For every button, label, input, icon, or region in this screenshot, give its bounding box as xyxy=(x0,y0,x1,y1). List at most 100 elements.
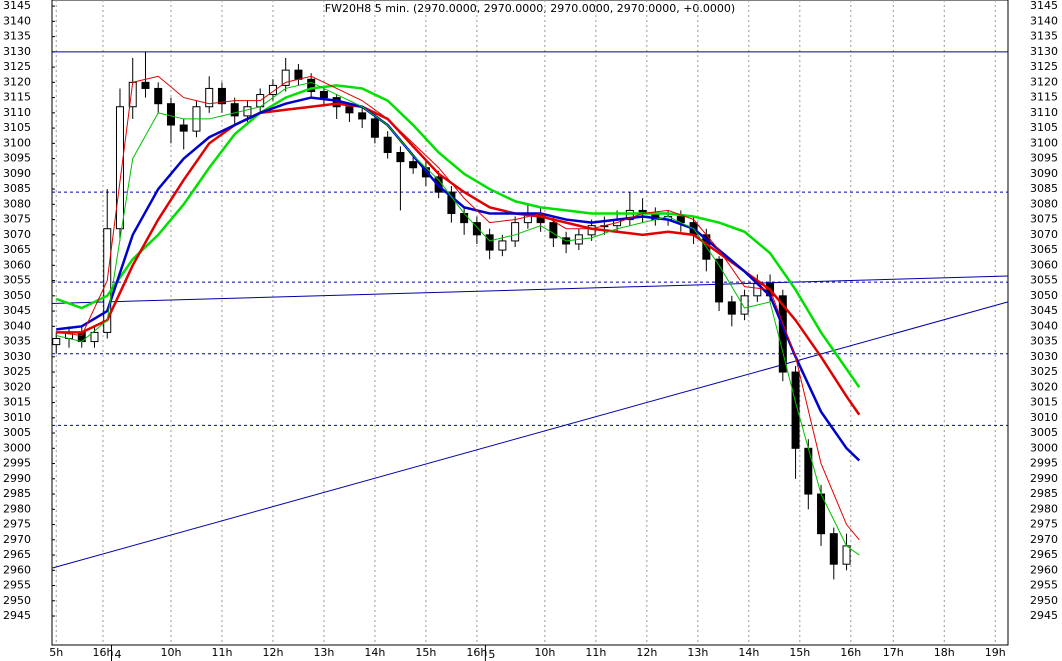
candle-body xyxy=(319,90,328,99)
chart-title: FW20H8 5 min. (2970.0000, 2970.0000, 297… xyxy=(325,2,735,15)
x-tick-label: 5h xyxy=(49,646,63,659)
y-tick-label: 3085 xyxy=(3,182,31,195)
candle-body xyxy=(727,301,736,315)
y-tick-label-right: 3000 xyxy=(1030,441,1058,454)
x-tick-label: 10h xyxy=(534,646,555,659)
y-tick-label-right: 2945 xyxy=(1030,609,1058,622)
candle-body xyxy=(791,371,800,449)
moving-average-line xyxy=(56,75,860,541)
candle-body xyxy=(52,338,61,346)
y-tick-label: 3075 xyxy=(3,213,31,226)
date-label: 4 xyxy=(114,648,121,661)
x-tick-label: 16h xyxy=(93,646,114,659)
y-tick-label: 3030 xyxy=(3,350,31,363)
candle-body xyxy=(154,87,163,105)
x-tick-label: 12h xyxy=(262,646,283,659)
y-tick-label-right: 2960 xyxy=(1030,563,1058,576)
candle-body xyxy=(281,69,290,86)
y-tick-label: 3140 xyxy=(3,14,31,27)
candle-body xyxy=(179,124,188,132)
x-tick-label: 12h xyxy=(636,646,657,659)
y-tick-label-right: 3035 xyxy=(1030,335,1058,348)
y-tick-label-right: 2990 xyxy=(1030,472,1058,485)
candle-body xyxy=(498,240,507,251)
y-tick-label: 3015 xyxy=(3,396,31,409)
y-tick-label: 3105 xyxy=(3,121,31,134)
candle-body xyxy=(358,112,367,120)
y-tick-label-right: 3090 xyxy=(1030,167,1058,180)
y-tick-label-right: 2950 xyxy=(1030,594,1058,607)
y-tick-label-right: 3145 xyxy=(1030,0,1058,12)
y-tick-label: 3050 xyxy=(3,289,31,302)
y-tick-label-right: 3025 xyxy=(1030,365,1058,378)
candle-body xyxy=(740,295,749,315)
y-tick-label: 2960 xyxy=(3,563,31,576)
moving-average-line xyxy=(55,84,861,389)
candle-body xyxy=(396,151,405,163)
x-tick-label: 18h xyxy=(934,646,955,659)
candle-body xyxy=(549,222,558,239)
y-tick-label-right: 3050 xyxy=(1030,289,1058,302)
y-tick-label: 3125 xyxy=(3,60,31,73)
candle-body xyxy=(166,103,175,126)
y-tick-label-right: 3065 xyxy=(1030,243,1058,256)
y-tick-label: 3025 xyxy=(3,365,31,378)
y-tick-label: 3070 xyxy=(3,228,31,241)
trend-line xyxy=(51,301,1009,569)
y-tick-label: 3095 xyxy=(3,152,31,165)
y-tick-label-right: 2995 xyxy=(1030,457,1058,470)
candle-body xyxy=(447,191,456,214)
y-tick-label-right: 2965 xyxy=(1030,548,1058,561)
y-tick-label-right: 3010 xyxy=(1030,411,1058,424)
y-tick-label-right: 3030 xyxy=(1030,350,1058,363)
candle-body xyxy=(485,234,494,251)
y-tick-label: 3020 xyxy=(3,380,31,393)
y-tick-label-right: 2980 xyxy=(1030,502,1058,515)
candle-body xyxy=(829,533,838,565)
y-tick-label: 2945 xyxy=(3,609,31,622)
y-tick-label: 3145 xyxy=(3,0,31,12)
y-tick-label: 2950 xyxy=(3,594,31,607)
y-tick-label: 2980 xyxy=(3,502,31,515)
y-tick-label: 3110 xyxy=(3,106,31,119)
y-tick-label: 2975 xyxy=(3,518,31,531)
y-tick-label: 3135 xyxy=(3,30,31,43)
y-tick-label-right: 2955 xyxy=(1030,579,1058,592)
x-tick-label: 13h xyxy=(687,646,708,659)
x-tick-label: 16h xyxy=(840,646,861,659)
y-tick-label: 3060 xyxy=(3,258,31,271)
candle-body xyxy=(217,87,226,105)
candle-body xyxy=(511,222,520,242)
candle-body xyxy=(243,106,252,117)
y-tick-label: 3120 xyxy=(3,75,31,88)
y-tick-label-right: 2985 xyxy=(1030,487,1058,500)
x-tick-label: 11h xyxy=(585,646,606,659)
plot-frame xyxy=(51,0,1009,646)
candle-body xyxy=(115,106,124,230)
candle-body xyxy=(409,161,418,169)
y-tick-label-right: 3020 xyxy=(1030,380,1058,393)
y-tick-label: 3130 xyxy=(3,45,31,58)
y-tick-label-right: 3100 xyxy=(1030,136,1058,149)
y-tick-label: 2965 xyxy=(3,548,31,561)
y-tick-label: 3005 xyxy=(3,426,31,439)
y-tick-label: 2990 xyxy=(3,472,31,485)
x-tick-label: 14h xyxy=(364,646,385,659)
y-tick-label: 2995 xyxy=(3,457,31,470)
candle-body xyxy=(294,69,303,80)
x-tick-label: 17h xyxy=(883,646,904,659)
x-tick-label: 15h xyxy=(415,646,436,659)
x-tick-label: 10h xyxy=(160,646,181,659)
y-tick-label-right: 3015 xyxy=(1030,396,1058,409)
candle-body xyxy=(345,106,354,114)
y-tick-label-right: 3085 xyxy=(1030,182,1058,195)
trend-line xyxy=(51,275,1009,304)
x-tick-label: 19h xyxy=(985,646,1006,659)
candle-body xyxy=(307,78,316,92)
candle-body xyxy=(370,118,379,138)
y-tick-label: 3100 xyxy=(3,136,31,149)
y-tick-label: 2970 xyxy=(3,533,31,546)
y-tick-label: 3000 xyxy=(3,441,31,454)
y-tick-label-right: 3060 xyxy=(1030,258,1058,271)
